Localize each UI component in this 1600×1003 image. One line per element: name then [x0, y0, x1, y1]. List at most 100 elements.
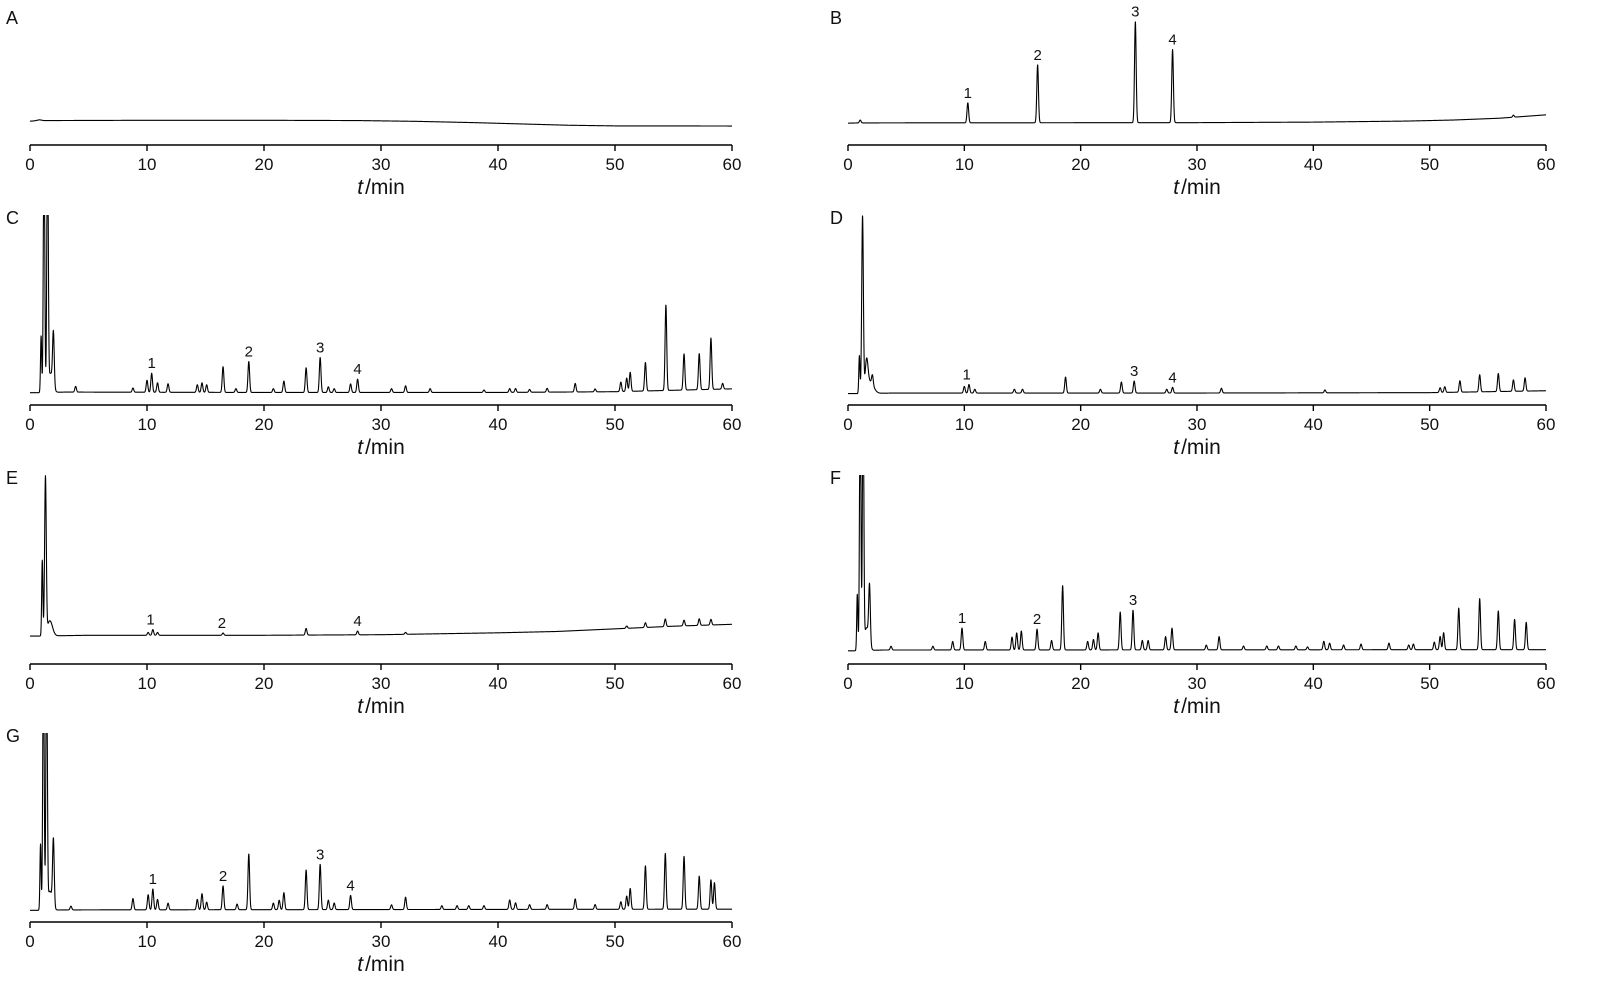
x-tick-label: 0 — [25, 415, 34, 434]
x-tick-label: 10 — [955, 415, 974, 434]
x-tick-label: 0 — [25, 155, 34, 174]
x-tick-label: 60 — [723, 674, 742, 693]
x-tick-label: 60 — [723, 415, 742, 434]
peak-label: 1 — [962, 366, 970, 383]
panel-label-g: G — [6, 726, 20, 746]
x-axis-label-unit: /min — [365, 176, 405, 199]
x-tick-label: 20 — [1071, 415, 1090, 434]
x-tick-label: 0 — [843, 674, 852, 693]
peak-label: 3 — [316, 846, 324, 863]
x-axis-label-symbol: t — [357, 436, 364, 459]
chromatogram-panel-f: F 0 10 20 30 40 50 60 t/min 1 2 3 — [830, 468, 1555, 718]
x-axis-label: t/min — [357, 695, 405, 718]
x-tick-label: 50 — [1420, 155, 1439, 174]
x-axis-label-unit: /min — [365, 695, 405, 718]
x-axis-label: t/min — [1173, 695, 1221, 718]
x-axis-label: t/min — [1173, 436, 1221, 459]
x-tick-label: 60 — [1537, 674, 1556, 693]
x-tick-label: 20 — [1071, 155, 1090, 174]
x-axis-label-symbol: t — [1173, 176, 1180, 199]
x-axis-label-unit: /min — [365, 436, 405, 459]
x-axis-label: t/min — [357, 176, 405, 199]
x-axis-label-unit: /min — [1181, 436, 1221, 459]
peak-label: 2 — [1033, 47, 1041, 64]
x-tick-label: 30 — [372, 674, 391, 693]
x-axis-label: t/min — [357, 953, 405, 976]
x-tick-label: 10 — [138, 415, 157, 434]
x-tick-label: 40 — [489, 674, 508, 693]
x-tick-label: 40 — [1304, 155, 1323, 174]
peak-label: 2 — [245, 343, 253, 360]
chromatogram-panel-c: C 0 10 20 30 40 50 60 t/min 1 2 3 4 — [6, 208, 741, 459]
x-tick-label: 20 — [255, 674, 274, 693]
x-tick-label: 20 — [1071, 674, 1090, 693]
panel-label-c: C — [6, 208, 19, 228]
peak-label: 3 — [316, 340, 324, 357]
chromatogram-panel-d: D 0 10 20 30 40 50 60 t/min 1 3 4 — [830, 208, 1555, 459]
x-tick-label: 60 — [1537, 155, 1556, 174]
x-tick-label: 60 — [723, 932, 742, 951]
chromatogram-trace-b — [847, 21, 1547, 124]
chromatogram-trace-a — [29, 119, 733, 127]
x-axis-label-unit: /min — [1181, 695, 1221, 718]
peak-label: 3 — [1131, 4, 1139, 21]
x-axis-label: t/min — [1173, 176, 1221, 199]
x-tick-label: 30 — [1188, 415, 1207, 434]
x-axis-label-symbol: t — [1173, 436, 1180, 459]
x-tick-label: 0 — [25, 674, 34, 693]
x-tick-label: 40 — [489, 415, 508, 434]
x-tick-label: 40 — [1304, 415, 1323, 434]
x-axis-label-unit: /min — [1181, 176, 1221, 199]
panel-label-f: F — [830, 468, 841, 488]
x-tick-label: 30 — [1188, 674, 1207, 693]
peak-label: 2 — [1033, 611, 1041, 628]
peak-label: 4 — [1168, 369, 1176, 386]
chromatogram-panel-a: A 0 10 20 30 40 50 60 t/min — [6, 8, 741, 199]
x-tick-label: 50 — [606, 674, 625, 693]
x-tick-label: 30 — [1188, 155, 1207, 174]
chromatogram-panel-g: G 0 10 20 30 40 50 60 t/min 1 2 3 4 — [6, 726, 741, 976]
x-axis-label-symbol: t — [357, 953, 364, 976]
peak-label: 4 — [346, 877, 354, 894]
chromatogram-trace-c — [29, 215, 733, 394]
x-tick-label: 20 — [255, 932, 274, 951]
x-tick-label: 30 — [372, 155, 391, 174]
x-tick-label: 0 — [843, 155, 852, 174]
peak-label: 4 — [353, 361, 361, 378]
x-tick-label: 60 — [723, 155, 742, 174]
peak-label: 1 — [958, 610, 966, 627]
peak-label: 1 — [149, 871, 157, 888]
x-tick-label: 50 — [1420, 674, 1439, 693]
peak-label: 2 — [219, 868, 227, 885]
peak-label: 1 — [146, 612, 154, 629]
panel-label-d: D — [830, 208, 843, 228]
x-axis-label-symbol: t — [357, 176, 364, 199]
x-tick-label: 10 — [955, 155, 974, 174]
x-tick-label: 20 — [255, 155, 274, 174]
x-tick-label: 50 — [606, 932, 625, 951]
peak-label: 4 — [353, 613, 361, 630]
x-tick-label: 0 — [25, 932, 34, 951]
panel-label-b: B — [830, 8, 842, 28]
x-tick-label: 40 — [489, 932, 508, 951]
chromatogram-trace-d — [847, 215, 1547, 395]
panel-label-a: A — [6, 8, 18, 28]
x-tick-label: 10 — [955, 674, 974, 693]
x-axis-label-symbol: t — [1173, 695, 1180, 718]
peak-label: 2 — [218, 615, 226, 632]
x-tick-label: 60 — [1537, 415, 1556, 434]
peak-label: 3 — [1129, 592, 1137, 609]
x-tick-label: 10 — [138, 155, 157, 174]
panel-label-e: E — [6, 468, 18, 488]
chromatogram-trace-g — [29, 733, 733, 911]
x-tick-label: 40 — [1304, 674, 1323, 693]
chromatogram-panel-e: E 0 10 20 30 40 50 60 t/min 1 2 4 — [6, 468, 741, 718]
chromatogram-trace-f — [847, 475, 1547, 652]
x-tick-label: 50 — [606, 155, 625, 174]
peak-label: 1 — [148, 355, 156, 372]
chromatogram-panel-b: B 0 10 20 30 40 50 60 t/min 1 2 3 4 — [830, 4, 1555, 199]
chromatogram-trace-e — [29, 475, 733, 637]
x-axis-label-symbol: t — [357, 695, 364, 718]
x-tick-label: 10 — [138, 932, 157, 951]
